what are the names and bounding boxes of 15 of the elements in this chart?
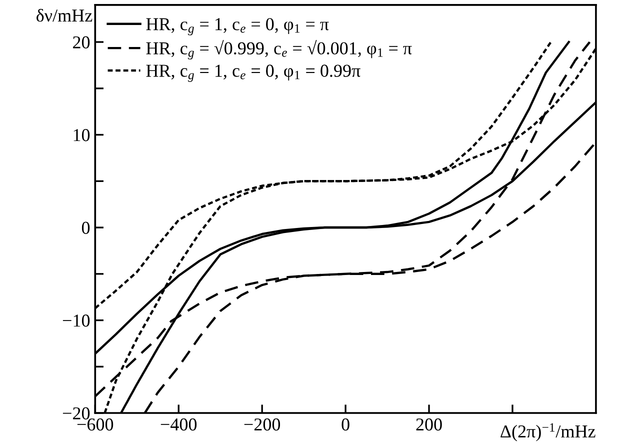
y-tick-label: 20 bbox=[73, 36, 90, 48]
y-tick-label: 0 bbox=[82, 222, 90, 234]
y-tick-label: 10 bbox=[74, 129, 90, 142]
x-tick-label: −200 bbox=[244, 418, 280, 431]
x-tick-label: 0 bbox=[342, 418, 350, 431]
y-axis-title: δν/mHz bbox=[36, 8, 92, 22]
x-tick-label: 200 bbox=[416, 418, 442, 431]
x-tick-label: −400 bbox=[160, 418, 197, 431]
y-tick-label: −20 bbox=[62, 407, 90, 420]
y-tick-label: −10 bbox=[62, 314, 90, 327]
legend-label: HR, c$_{g}$ = 1, c$_{e}$ = 0, φ$_{1}$ = 0.99π bbox=[146, 64, 360, 82]
legend-label: HR, c$_{g}$ = √0.999, c$_{e}$ = √0.001, φ$_{1}$ = π bbox=[146, 40, 412, 60]
x-tick-label: −600 bbox=[77, 418, 114, 431]
x-axis-title: Δ(2π)$^{−1}$/mHz bbox=[500, 423, 596, 442]
legend-label: HR, c$_{g}$ = 1, c$_{e}$ = 0, φ$_{1}$ = π bbox=[146, 18, 329, 36]
